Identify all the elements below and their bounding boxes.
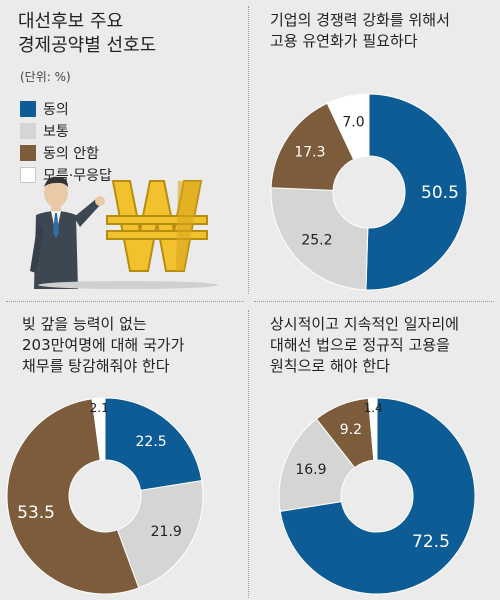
legend-item-neutral: 보통 <box>20 120 112 142</box>
chart-3-label-neutral: 16.9 <box>295 462 326 478</box>
horizontal-divider-right <box>254 301 494 302</box>
chart-2-center-hole <box>70 461 140 531</box>
legend: 동의 보통 동의 안함 모름·무응답 <box>20 98 112 186</box>
donut-chart-1: 50.5 25.2 17.3 7.0 <box>270 93 468 291</box>
chart-3-slice-no-answer <box>367 397 378 461</box>
chart-3-slice-neutral <box>278 418 356 512</box>
chart-2-title: 빚 갚을 능력이 없는 203만여명에 대해 국가가 채무를 탕감해줘야 한다 <box>22 315 185 375</box>
legend-label-agree: 동의 <box>43 102 69 118</box>
chart-1-label-neutral: 25.2 <box>301 232 332 248</box>
chart-1-label-agree: 50.5 <box>421 183 459 203</box>
chart-1-label-disagree: 17.3 <box>294 145 325 161</box>
chart-1-slice-no-answer <box>326 93 370 161</box>
horizontal-divider-left <box>6 301 244 302</box>
legend-swatch-no-answer <box>20 167 36 183</box>
chart-2-slice-agree <box>104 397 203 491</box>
chart-3-center-hole <box>342 461 412 531</box>
chart-3-slice-agree <box>279 397 476 595</box>
legend-swatch-neutral <box>20 123 36 139</box>
chart-2-slice-disagree <box>6 398 140 595</box>
chart-1-slice-disagree <box>270 102 355 191</box>
unit-label: (단위: %) <box>20 70 71 84</box>
chart-1-slice-neutral <box>270 187 369 291</box>
chart-3-label-disagree: 9.2 <box>340 422 362 438</box>
chart-2-slice-no-answer <box>91 397 106 461</box>
legend-panel: 대선후보 주요 경제공약별 선호도 (단위: %) 동의 보통 동의 안함 모름… <box>8 6 244 296</box>
won-sign-icon <box>106 180 208 272</box>
main-title: 대선후보 주요 경제공약별 선호도 <box>18 11 157 56</box>
chart-1-slice-agree <box>365 93 468 291</box>
chart-2-label-neutral: 21.9 <box>151 524 182 540</box>
donut-chart-2: 22.5 21.9 53.5 2.1 <box>6 397 204 595</box>
vertical-divider-top <box>248 6 249 294</box>
chart-3-title: 상시적이고 지속적인 일자리에 대해선 법으로 정규직 고용을 원칙으로 해야 … <box>270 315 459 375</box>
chart-3-label-agree: 72.5 <box>412 532 450 552</box>
legend-item-agree: 동의 <box>20 98 112 120</box>
legend-swatch-agree <box>20 101 36 117</box>
ground-shadow <box>38 281 218 289</box>
chart-1-title: 기업의 경쟁력 강화를 위해서 고용 유연화가 필요하다 <box>270 11 450 50</box>
chart-panel-2: 빚 갚을 능력이 없는 203만여명에 대해 국가가 채무를 탕감해줘야 한다 … <box>6 310 244 600</box>
legend-swatch-disagree <box>20 145 36 161</box>
businessman-with-won-sign-illustration <box>30 176 218 289</box>
legend-item-disagree: 동의 안함 <box>20 142 112 164</box>
chart-2-slice-neutral <box>116 480 204 589</box>
donut-chart-3: 72.5 16.9 9.21.4 <box>278 397 476 595</box>
vertical-divider-bottom <box>248 310 249 598</box>
chart-1-center-hole <box>334 157 404 227</box>
legend-label-neutral: 보통 <box>43 124 69 140</box>
chart-2-label-disagree: 53.5 <box>17 503 55 523</box>
legend-label-disagree: 동의 안함 <box>43 146 99 162</box>
chart-1-label-no-answer: 7.0 <box>342 115 364 131</box>
chart-2-label-agree: 22.5 <box>136 434 167 450</box>
chart-panel-3: 상시적이고 지속적인 일자리에 대해선 법으로 정규직 고용을 원칙으로 해야 … <box>256 310 492 600</box>
chart-panel-1: 기업의 경쟁력 강화를 위해서 고용 유연화가 필요하다 50.5 25.2 17.… <box>256 6 492 296</box>
chart-2-label-no-answer: 2.1 <box>90 401 109 415</box>
businessman-figure <box>30 176 105 289</box>
chart-3-label-no-answer: 1.4 <box>364 401 383 415</box>
